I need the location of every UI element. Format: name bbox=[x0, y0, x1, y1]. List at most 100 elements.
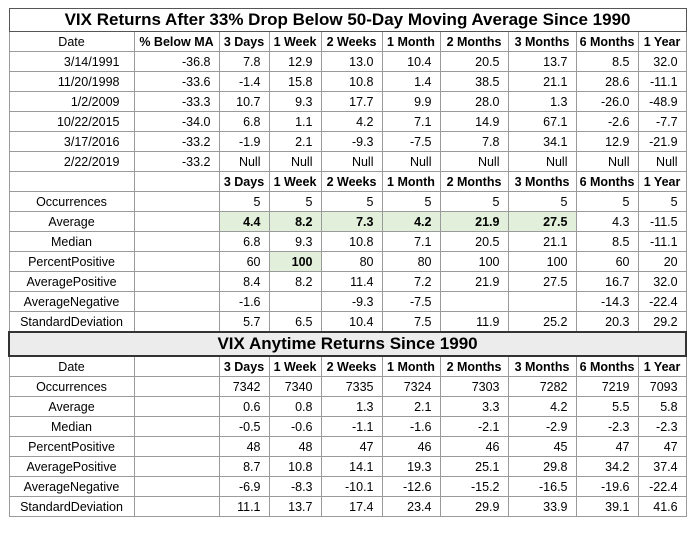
value-cell[interactable]: Null bbox=[507, 151, 577, 172]
value-cell[interactable]: 60 bbox=[575, 251, 639, 272]
value-cell[interactable]: 7303 bbox=[439, 376, 509, 397]
header-cell[interactable]: 6 Months bbox=[575, 355, 639, 377]
value-cell[interactable]: -21.9 bbox=[637, 131, 687, 152]
value-cell[interactable] bbox=[439, 291, 509, 312]
value-cell[interactable]: 10.7 bbox=[218, 91, 270, 112]
value-cell[interactable]: -33.3 bbox=[133, 91, 220, 112]
value-cell[interactable]: -2.3 bbox=[575, 416, 639, 437]
stat-label[interactable]: Occurrences bbox=[8, 191, 135, 212]
value-cell[interactable]: -33.6 bbox=[133, 71, 220, 92]
header-cell[interactable]: 2 Weeks bbox=[320, 31, 383, 52]
value-cell[interactable]: -6.9 bbox=[218, 476, 270, 497]
value-cell[interactable]: 5.5 bbox=[575, 396, 639, 417]
value-cell[interactable]: Null bbox=[575, 151, 639, 172]
table2-title[interactable]: VIX Anytime Returns Since 1990 bbox=[7, 331, 688, 357]
stat-label[interactable]: AverageNegative bbox=[8, 291, 135, 312]
value-cell[interactable]: 34.2 bbox=[575, 456, 639, 477]
header-cell[interactable]: 1 Week bbox=[268, 171, 322, 192]
value-cell[interactable]: 6.8 bbox=[218, 111, 270, 132]
blank-cell[interactable] bbox=[133, 191, 220, 212]
stat-label[interactable]: PercentPositive bbox=[8, 436, 135, 457]
value-cell[interactable]: 100 bbox=[439, 251, 509, 272]
stat-label[interactable]: AverageNegative bbox=[8, 476, 135, 497]
value-cell[interactable]: 9.9 bbox=[381, 91, 441, 112]
value-cell[interactable] bbox=[507, 291, 577, 312]
value-cell[interactable]: 12.9 bbox=[575, 131, 639, 152]
value-cell[interactable]: 10.8 bbox=[320, 71, 383, 92]
value-cell[interactable]: 7093 bbox=[637, 376, 687, 397]
value-cell[interactable]: 48 bbox=[268, 436, 322, 457]
value-cell[interactable]: -0.6 bbox=[268, 416, 322, 437]
value-cell[interactable]: 13.7 bbox=[268, 496, 322, 517]
table1-title[interactable]: VIX Returns After 33% Drop Below 50-Day … bbox=[8, 8, 687, 32]
header-cell[interactable]: Date bbox=[8, 355, 135, 377]
header-cell[interactable]: 1 Month bbox=[381, 355, 441, 377]
value-cell[interactable]: 1.3 bbox=[507, 91, 577, 112]
header-cell[interactable]: 6 Months bbox=[575, 171, 639, 192]
header-cell[interactable]: 3 Days bbox=[218, 171, 270, 192]
value-cell[interactable]: 0.8 bbox=[268, 396, 322, 417]
value-cell[interactable]: 8.5 bbox=[575, 51, 639, 72]
value-cell[interactable]: Null bbox=[218, 151, 270, 172]
value-cell[interactable]: 27.5 bbox=[507, 211, 577, 232]
header-cell[interactable]: 3 Days bbox=[218, 355, 270, 377]
value-cell[interactable]: 20.5 bbox=[439, 51, 509, 72]
date-cell[interactable]: 1/2/2009 bbox=[8, 91, 135, 112]
stat-label[interactable]: Median bbox=[8, 416, 135, 437]
blank-cell[interactable] bbox=[133, 476, 220, 497]
value-cell[interactable]: 7.1 bbox=[381, 231, 441, 252]
value-cell[interactable]: 60 bbox=[218, 251, 270, 272]
value-cell[interactable]: 29.9 bbox=[439, 496, 509, 517]
header-cell[interactable]: 1 Month bbox=[381, 171, 441, 192]
value-cell[interactable]: 5 bbox=[637, 191, 687, 212]
value-cell[interactable]: -22.4 bbox=[637, 476, 687, 497]
value-cell[interactable]: 7324 bbox=[381, 376, 441, 397]
value-cell[interactable]: 5 bbox=[575, 191, 639, 212]
value-cell[interactable]: 9.3 bbox=[268, 231, 322, 252]
value-cell[interactable]: -1.6 bbox=[381, 416, 441, 437]
value-cell[interactable]: -7.5 bbox=[381, 291, 441, 312]
value-cell[interactable]: -1.9 bbox=[218, 131, 270, 152]
value-cell[interactable]: 47 bbox=[320, 436, 383, 457]
header-cell[interactable]: Date bbox=[8, 31, 135, 52]
value-cell[interactable]: 3.3 bbox=[439, 396, 509, 417]
value-cell[interactable]: -1.4 bbox=[218, 71, 270, 92]
header-cell[interactable]: 3 Months bbox=[507, 171, 577, 192]
value-cell[interactable]: 46 bbox=[381, 436, 441, 457]
value-cell[interactable]: 7.3 bbox=[320, 211, 383, 232]
blank-cell[interactable] bbox=[133, 496, 220, 517]
blank-cell[interactable] bbox=[133, 436, 220, 457]
value-cell[interactable]: 4.2 bbox=[381, 211, 441, 232]
blank-cell[interactable] bbox=[133, 311, 220, 333]
value-cell[interactable]: 7342 bbox=[218, 376, 270, 397]
value-cell[interactable]: -11.5 bbox=[637, 211, 687, 232]
value-cell[interactable]: -10.1 bbox=[320, 476, 383, 497]
value-cell[interactable]: 8.2 bbox=[268, 271, 322, 292]
value-cell[interactable]: 28.0 bbox=[439, 91, 509, 112]
value-cell[interactable]: 4.4 bbox=[218, 211, 270, 232]
value-cell[interactable]: -19.6 bbox=[575, 476, 639, 497]
date-cell[interactable]: 2/22/2019 bbox=[8, 151, 135, 172]
value-cell[interactable]: -2.9 bbox=[507, 416, 577, 437]
value-cell[interactable]: 20.3 bbox=[575, 311, 639, 333]
value-cell[interactable]: 41.6 bbox=[637, 496, 687, 517]
header-cell[interactable]: 1 Year bbox=[637, 171, 687, 192]
value-cell[interactable]: 7.5 bbox=[381, 311, 441, 333]
blank-cell[interactable] bbox=[133, 271, 220, 292]
value-cell[interactable]: -11.1 bbox=[637, 71, 687, 92]
header-cell[interactable]: 2 Months bbox=[439, 355, 509, 377]
header-cell[interactable]: 1 Year bbox=[637, 31, 687, 52]
stat-label[interactable]: Occurrences bbox=[8, 376, 135, 397]
value-cell[interactable]: Null bbox=[268, 151, 322, 172]
value-cell[interactable]: 37.4 bbox=[637, 456, 687, 477]
value-cell[interactable]: 100 bbox=[507, 251, 577, 272]
value-cell[interactable]: 7.8 bbox=[218, 51, 270, 72]
header-cell[interactable]: 6 Months bbox=[575, 31, 639, 52]
value-cell[interactable]: -33.2 bbox=[133, 131, 220, 152]
value-cell[interactable]: -34.0 bbox=[133, 111, 220, 132]
value-cell[interactable]: 45 bbox=[507, 436, 577, 457]
value-cell[interactable]: 7340 bbox=[268, 376, 322, 397]
header-cell[interactable]: 3 Months bbox=[507, 31, 577, 52]
value-cell[interactable]: -2.1 bbox=[439, 416, 509, 437]
value-cell[interactable]: 47 bbox=[575, 436, 639, 457]
